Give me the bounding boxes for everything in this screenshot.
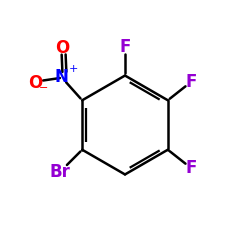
- Text: F: F: [186, 73, 197, 91]
- Text: F: F: [119, 38, 131, 56]
- Text: N: N: [54, 68, 68, 86]
- Text: O: O: [55, 39, 70, 57]
- Text: O: O: [28, 74, 42, 92]
- Text: Br: Br: [50, 163, 70, 181]
- Text: −: −: [38, 84, 48, 94]
- Text: F: F: [186, 159, 197, 177]
- Text: +: +: [68, 64, 78, 74]
